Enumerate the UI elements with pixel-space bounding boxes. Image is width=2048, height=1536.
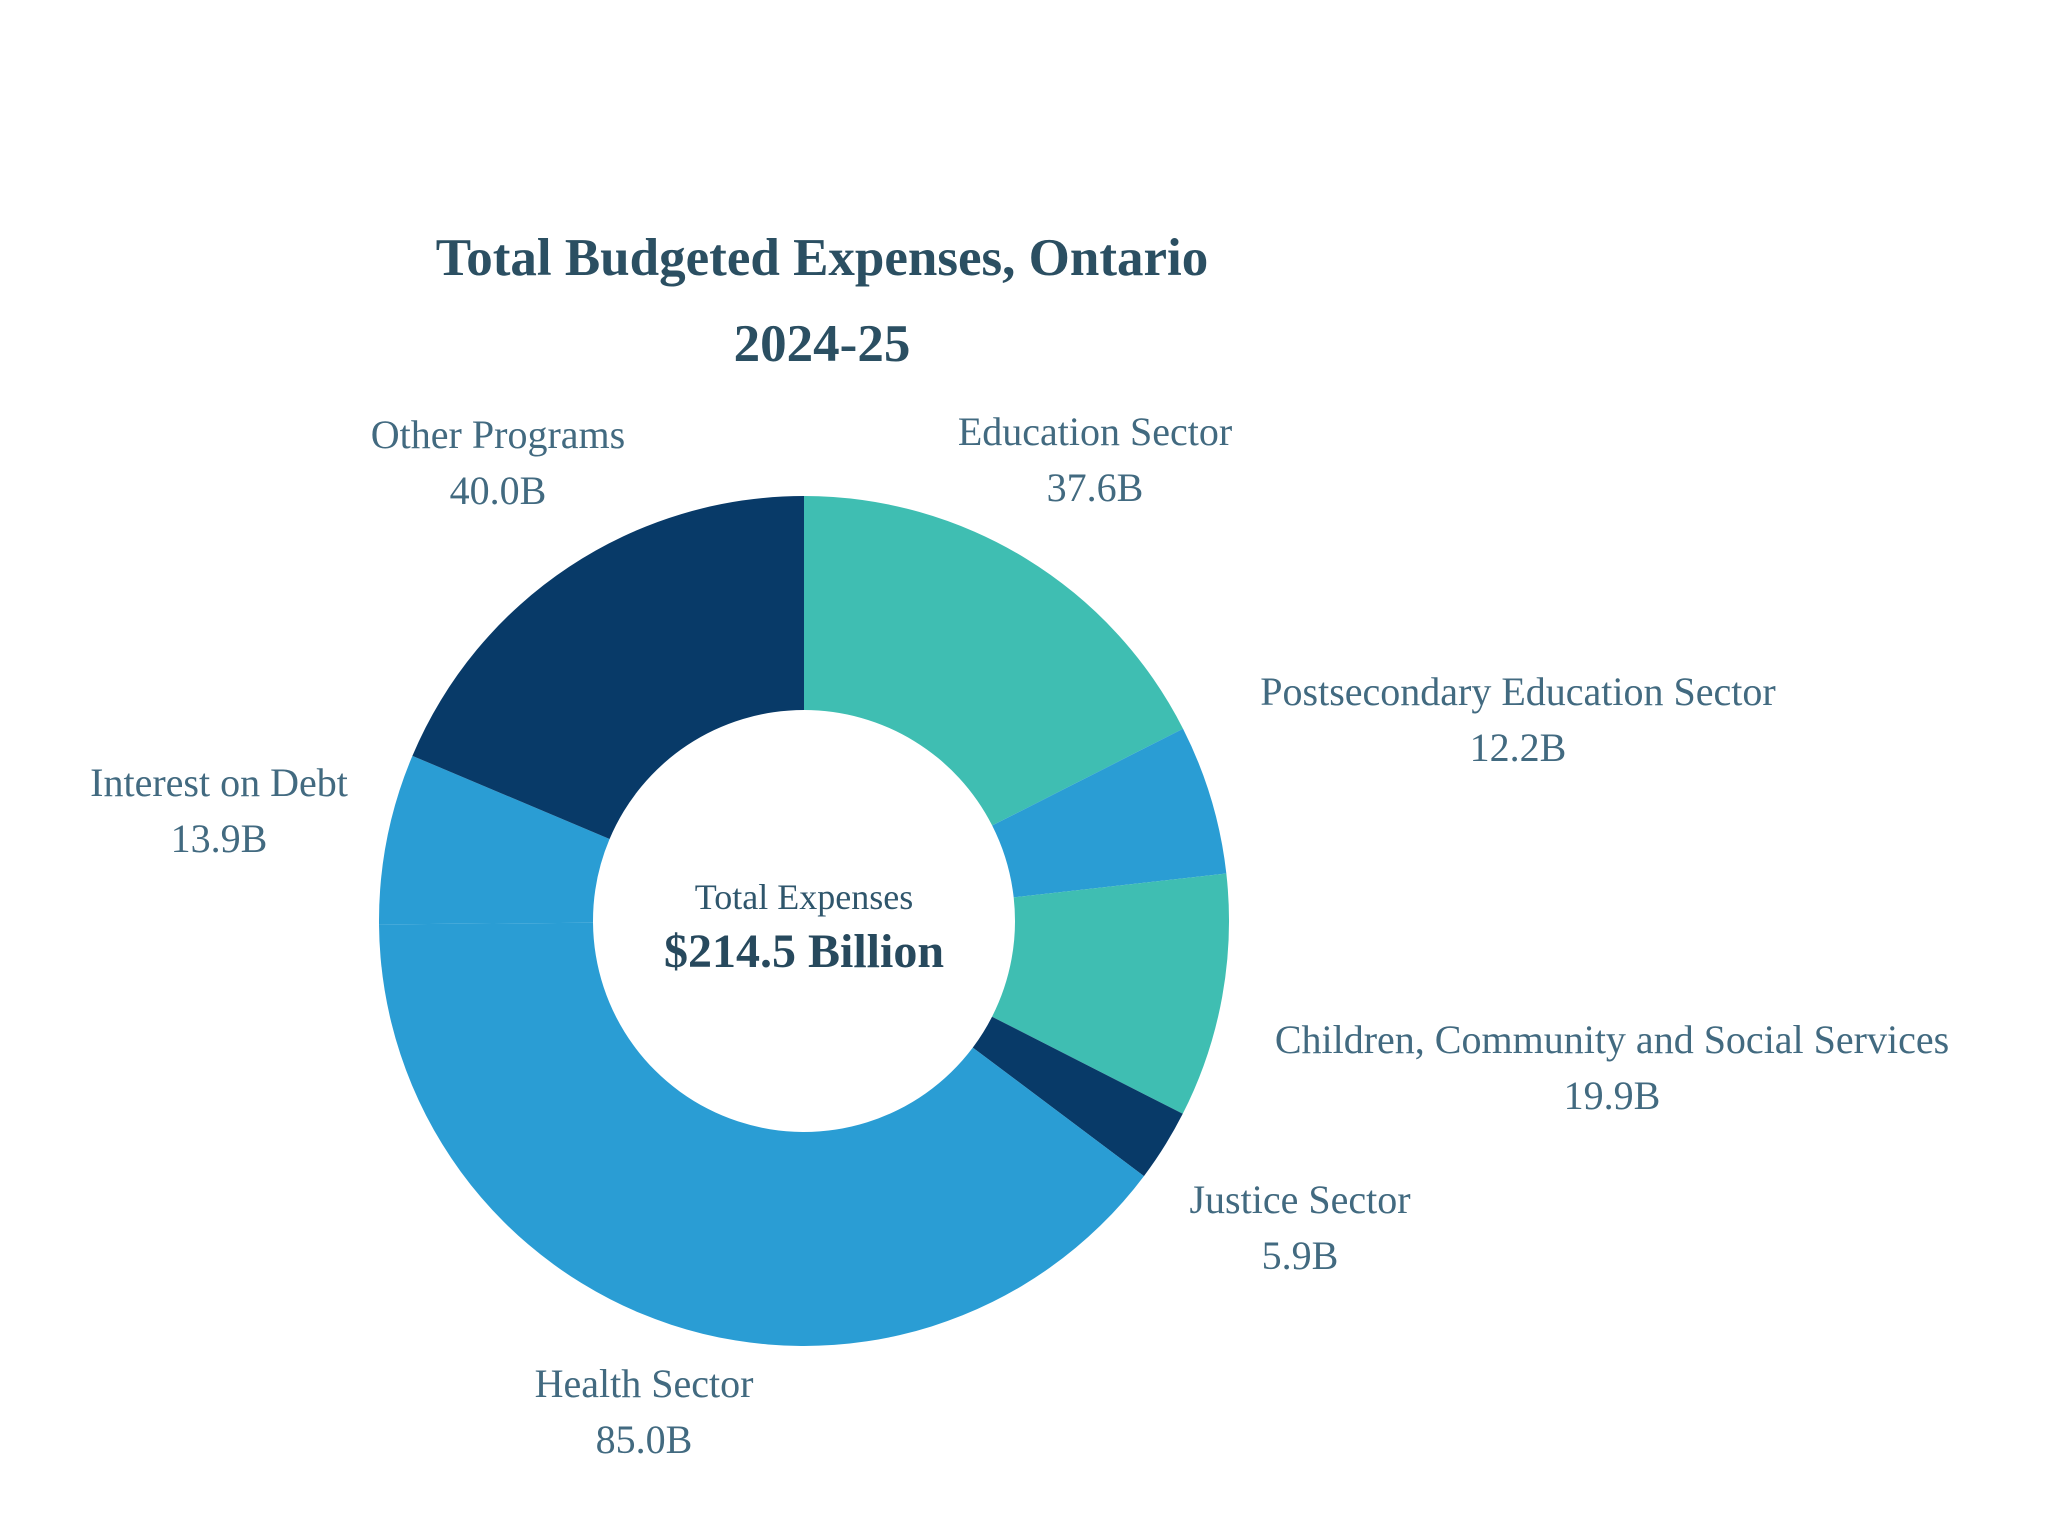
chart-title-line2: 2024-25 bbox=[733, 315, 911, 373]
slice-label-children-community-and-social-services: Children, Community and Social Services 1… bbox=[1275, 1012, 1949, 1124]
donut-segment-education-sector bbox=[804, 496, 1184, 826]
slice-label-health-sector: Health Sector 85.0B bbox=[535, 1356, 754, 1468]
donut-segment-justice-sector bbox=[972, 1016, 1183, 1177]
slice-label-name: Other Programs bbox=[370, 412, 626, 457]
slice-label-name: Education Sector bbox=[957, 409, 1233, 454]
slice-label-value: 85.0B bbox=[595, 1417, 693, 1462]
slice-label-value: 40.0B bbox=[449, 468, 547, 513]
slice-label-value: 37.6B bbox=[1046, 465, 1144, 510]
donut-segment-children-community-and-social-services bbox=[992, 873, 1230, 1114]
slice-label-interest-on-debt: Interest on Debt 13.9B bbox=[90, 755, 348, 867]
donut-segment-health-sector bbox=[379, 922, 1144, 1347]
slice-label-value: 5.9B bbox=[1261, 1233, 1339, 1278]
donut-center-value: $214.5 Billion bbox=[663, 925, 945, 978]
donut-center-label: Total Expenses bbox=[694, 877, 914, 917]
donut-segment-other-programs bbox=[412, 496, 804, 840]
slice-label-name: Interest on Debt bbox=[90, 760, 348, 805]
slice-label-name: Children, Community and Social Services bbox=[1274, 1017, 1950, 1062]
slice-label-value: 12.2B bbox=[1469, 725, 1567, 770]
slice-label-postsecondary-education-sector: Postsecondary Education Sector 12.2B bbox=[1260, 664, 1775, 776]
chart-title-line1: Total Budgeted Expenses, Ontario bbox=[435, 229, 1209, 287]
chart-title: Total Budgeted Expenses, Ontario 2024-25 bbox=[436, 215, 1209, 387]
donut-center-text: Total Expenses $214.5 Billion bbox=[664, 873, 944, 983]
slice-label-value: 13.9B bbox=[170, 816, 268, 861]
slice-label-name: Postsecondary Education Sector bbox=[1260, 669, 1776, 714]
donut-segment-interest-on-debt bbox=[378, 755, 610, 925]
slice-label-other-programs: Other Programs 40.0B bbox=[371, 407, 625, 519]
slice-label-name: Health Sector bbox=[534, 1361, 754, 1406]
donut-segment-postsecondary-education-sector bbox=[992, 728, 1227, 898]
slice-label-value: 19.9B bbox=[1563, 1073, 1661, 1118]
slice-label-education-sector: Education Sector 37.6B bbox=[958, 404, 1232, 516]
slice-label-name: Justice Sector bbox=[1189, 1177, 1411, 1222]
slice-label-justice-sector: Justice Sector 5.9B bbox=[1189, 1172, 1410, 1284]
